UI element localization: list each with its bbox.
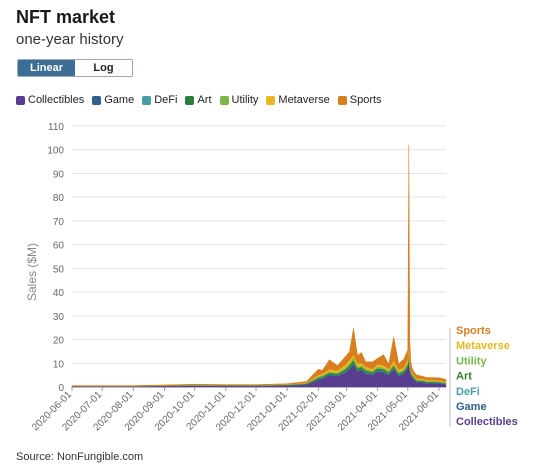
y-tick-label: 20 [53,336,65,347]
legend-label-game: Game [104,94,135,106]
y-tick-label: 100 [47,146,64,157]
area-series [71,144,447,388]
linear-scale-button[interactable]: Linear [18,60,75,76]
end-labels: Sports Metaverse Utility Art DeFi Game Collect… [449,325,518,428]
legend-label-art: Art [197,94,212,106]
y-axis-label: Sales ($M) [25,243,39,301]
y-tick-label: 70 [53,217,65,228]
end-label-utility: Utility [456,355,487,367]
legend-label-defi: DeFi [154,94,178,106]
gridlines [72,125,446,388]
legend: Collectibles Game DeFi Art Utility Metav… [16,94,382,106]
y-tick-label: 0 [58,383,64,394]
area-sports [71,144,447,387]
y-tick-label: 10 [53,359,65,370]
y-tick-label: 80 [53,193,65,204]
end-label-art: Art [456,371,472,383]
legend-item-collectibles[interactable]: Collectibles [16,94,84,106]
legend-swatch-defi [142,95,152,105]
source-note: Source: NonFungible.com [16,451,144,463]
legend-item-game[interactable]: Game [92,94,134,106]
end-label-sports: Sports [456,325,491,337]
end-label-metaverse: Metaverse [456,340,510,352]
y-tick-label: 60 [53,241,65,252]
legend-swatch-utility [219,95,229,105]
legend-item-metaverse[interactable]: Metaverse [266,94,330,106]
chart-title: NFT market [16,7,116,27]
scale-toggle: Linear Log [17,59,133,77]
legend-swatch-sports [337,95,347,105]
y-tick-label: 50 [53,264,65,275]
legend-swatch-art [185,95,195,105]
y-tick-label: 40 [53,288,65,299]
y-tick-label: 110 [48,122,64,133]
legend-label-sports: Sports [349,94,382,106]
legend-swatch-collectibles [16,95,25,105]
legend-item-art[interactable]: Art [185,94,212,106]
y-tick-label: 90 [53,169,65,180]
y-tick-label: 30 [53,312,65,323]
legend-item-utility[interactable]: Utility [219,94,259,106]
legend-swatch-metaverse [266,95,276,105]
end-label-defi: DeFi [456,386,480,398]
legend-swatch-game [92,95,102,105]
legend-label-metaverse: Metaverse [278,94,330,106]
legend-item-defi[interactable]: DeFi [142,94,177,106]
log-scale-button[interactable]: Log [75,60,132,76]
legend-item-sports[interactable]: Sports [337,94,382,106]
end-label-game: Game [456,401,487,413]
y-axis: 0 10 20 30 40 50 60 70 80 90 100 110 [47,122,64,394]
chart-subtitle: one-year history [16,31,124,48]
legend-label-collectibles: Collectibles [28,94,85,106]
end-label-collectibles: Collectibles [456,416,518,428]
stacked-area-chart: 0 10 20 30 40 50 60 70 80 90 100 110 2020-06-012020… [25,122,518,433]
legend-label-utility: Utility [231,94,259,106]
x-axis: 2020-06-012020-07-012020-08-012020-09-01… [30,387,441,433]
